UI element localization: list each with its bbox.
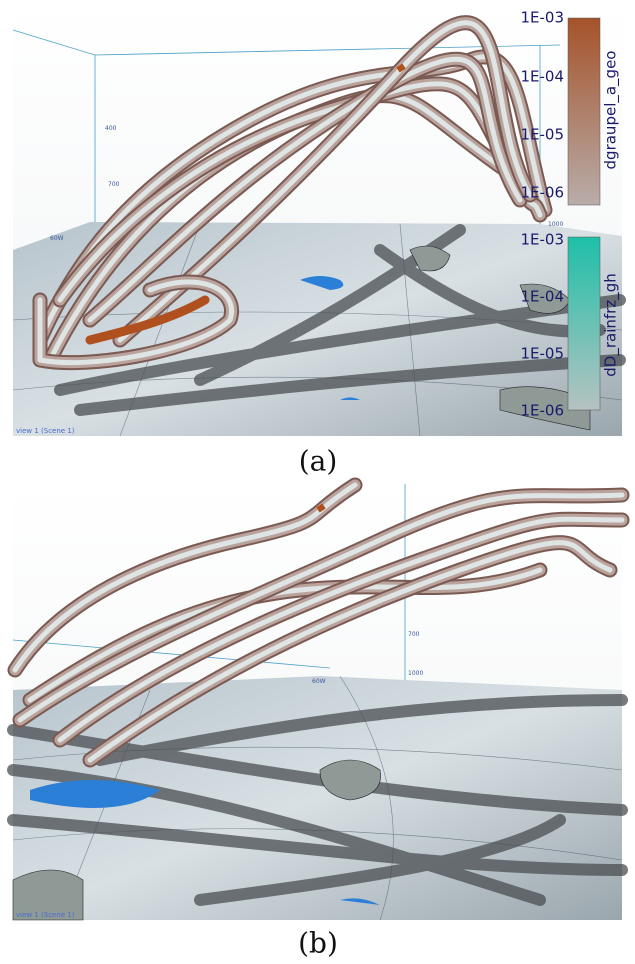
page: 400 700 1000 60W view 1 (Scene 1) 1E-03 … xyxy=(0,0,635,964)
colorbar-title: dgraupel_a_geo xyxy=(602,51,621,170)
axis-label: 60W xyxy=(312,678,326,685)
colorbar-tick: 1E-05 xyxy=(520,345,564,363)
colorbar-tick: 1E-05 xyxy=(520,126,564,144)
colorbar-tick: 1E-03 xyxy=(520,231,564,249)
caption: (b) xyxy=(298,927,338,960)
view-label: view 1 (Scene 1) xyxy=(16,911,75,919)
axis-label: 1000 xyxy=(548,221,563,228)
colorbar-tick: 1E-03 xyxy=(520,9,564,27)
figure: 400 700 1000 60W view 1 (Scene 1) 1E-03 … xyxy=(0,0,635,964)
colorbar xyxy=(568,18,600,205)
axis-label: 700 xyxy=(408,631,420,638)
panel-a: 400 700 1000 60W view 1 (Scene 1) 1E-03 … xyxy=(13,0,622,436)
axis-label: 1000 xyxy=(408,670,423,677)
colorbar-title: dD_rainfrz_gh xyxy=(602,273,621,376)
panel-b: 700 1000 60W view 1 (Scene 1) xyxy=(13,482,622,920)
axis-label: 400 xyxy=(105,125,117,132)
colorbar-tick: 1E-04 xyxy=(520,68,564,86)
caption: (a) xyxy=(299,445,338,478)
colorbar-tick: 1E-06 xyxy=(520,402,564,420)
colorbar-tick: 1E-06 xyxy=(520,184,564,202)
graupel-highlight xyxy=(318,506,324,510)
view-label: view 1 (Scene 1) xyxy=(16,427,75,435)
colorbar-tick: 1E-04 xyxy=(520,288,564,306)
colorbar xyxy=(568,237,600,410)
axis-label: 60W xyxy=(50,235,64,242)
axis-label: 700 xyxy=(108,181,120,188)
graupel-highlight xyxy=(398,66,404,70)
